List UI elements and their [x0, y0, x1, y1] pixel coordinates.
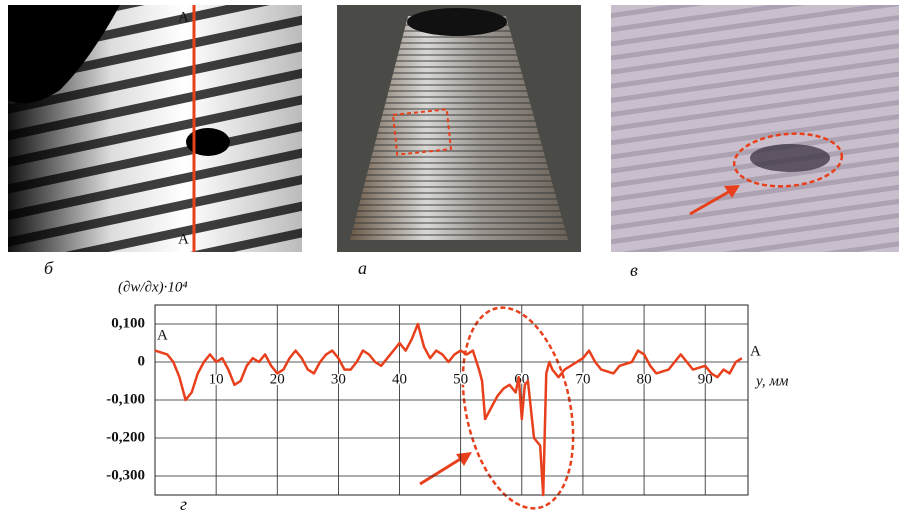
- data-line: [154, 322, 743, 497]
- x-tick-label: 10: [209, 371, 224, 387]
- x-axis-label: y, мм: [754, 373, 789, 389]
- x-tick-label: 90: [698, 371, 713, 387]
- x-tick-label: 70: [575, 371, 590, 387]
- panel-v-image: [611, 5, 899, 252]
- highlight-ellipse: [461, 306, 575, 510]
- y-tick-label: -0,200: [106, 429, 145, 445]
- section-mark: A: [178, 231, 189, 247]
- y-axis-label: (∂w/∂x)·10⁴: [118, 279, 188, 295]
- panel-a-image: [337, 5, 581, 252]
- line-start-label: A: [157, 327, 168, 343]
- panel-label: а: [358, 258, 367, 278]
- y-tick-label: -0,300: [106, 467, 145, 483]
- x-tick-label: 20: [270, 371, 285, 387]
- panel-label: в: [630, 260, 638, 280]
- x-tick-label: 80: [637, 371, 652, 387]
- panel-label: б: [44, 258, 54, 278]
- section-mark: A: [178, 9, 189, 25]
- x-tick-label: 30: [331, 371, 346, 387]
- y-tick-label: 0: [138, 353, 146, 369]
- panel-b-image: [8, 5, 302, 252]
- x-tick-label: 40: [392, 371, 407, 387]
- arrow-head: [456, 452, 472, 466]
- x-tick-label: 50: [453, 371, 468, 387]
- line-end-label: A: [750, 343, 761, 359]
- y-tick-label: -0,100: [106, 391, 145, 407]
- panel-label: г: [180, 494, 187, 514]
- y-tick-label: 0,100: [111, 315, 145, 331]
- arrow: [419, 456, 463, 486]
